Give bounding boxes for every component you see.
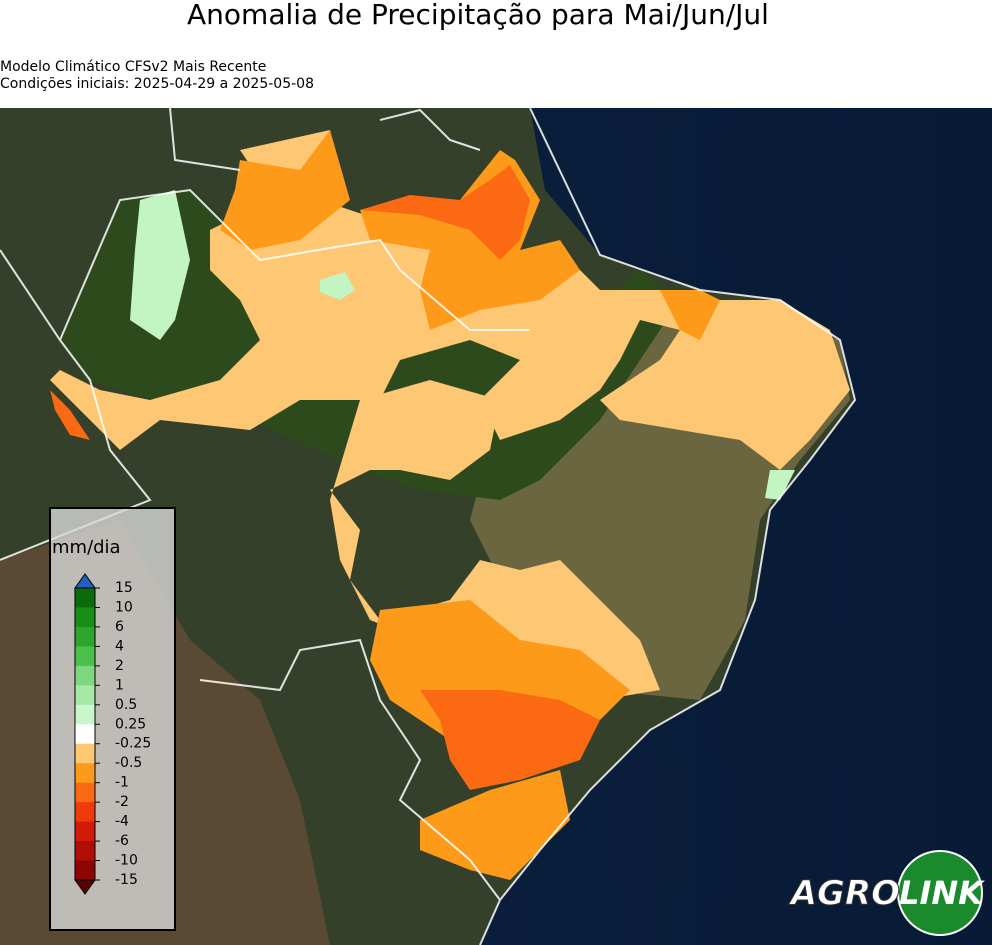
logo-circle <box>897 850 983 936</box>
colorbar-swatch <box>75 646 95 667</box>
colorbar-swatch <box>75 782 95 803</box>
colorbar-swatch <box>75 821 95 842</box>
colorbar-tick-label: -4 <box>115 814 129 830</box>
colorbar-swatch <box>75 685 95 706</box>
colorbar-swatch <box>75 704 95 725</box>
subtitle: Condições iniciais: 2025-04-29 a 2025-05… <box>0 76 314 92</box>
colorbar-swatch <box>75 607 95 628</box>
legend-title: mm/dia <box>52 537 121 558</box>
colorbar-swatch <box>75 626 95 647</box>
anomaly-red <box>50 390 90 440</box>
anomaly-green <box>130 190 190 340</box>
title: Anomalia de Precipitação para Mai/Jun/Ju… <box>187 0 769 31</box>
legend-box <box>49 507 176 931</box>
colorbar-swatch <box>75 665 95 686</box>
colorbar-swatch <box>75 743 95 764</box>
colorbar-swatch <box>75 802 95 823</box>
colorbar-tick-label: 4 <box>115 638 124 654</box>
colorbar-tick-label: -0.5 <box>115 755 142 771</box>
anomaly-orange <box>420 770 570 880</box>
anomaly-orange <box>220 130 350 250</box>
anomaly-green <box>765 470 795 500</box>
colorbar-tick-label: -15 <box>115 872 138 888</box>
colorbar-tick-label: -1 <box>115 775 129 791</box>
logo: AGRO LINK <box>787 850 985 936</box>
colorbar: mm/dia 15 10 6 4 2 1 0.5 0.25 -0.25 -0.5 -1 -2 -4 -6 -… <box>49 507 176 931</box>
colorbar-tick-label: -6 <box>115 833 129 849</box>
logo-text: AGRO <box>788 874 900 914</box>
subtitle: Modelo Climático CFSv2 Mais Recente <box>0 59 266 75</box>
colorbar-swatch <box>75 860 95 881</box>
colorbar-scale: 15 10 6 4 2 1 0.5 0.25 -0.25 -0.5 -1 -2 -4 -6 -10 -15 <box>74 573 151 895</box>
colorbar-swatch <box>75 724 95 745</box>
anomaly-red <box>360 165 530 260</box>
anomaly-light <box>50 190 850 470</box>
anomaly-red <box>420 690 600 790</box>
colorbar-swatch <box>75 763 95 784</box>
logo-text: LINK <box>899 874 985 912</box>
colorbar-tick-label: 0.5 <box>115 697 137 713</box>
anomaly-orange <box>660 290 720 340</box>
colorbar-tick-label: -10 <box>115 853 138 869</box>
colorbar-tick-label: 0.25 <box>115 716 146 732</box>
colorbar-tick-label: -2 <box>115 794 129 810</box>
colorbar-tick-label: -0.25 <box>115 736 151 752</box>
colorbar-outline <box>74 587 96 881</box>
colorbar-tick-label: 15 <box>115 580 133 596</box>
anomaly-green <box>320 272 355 300</box>
colorbar-tick-label: 6 <box>115 619 124 635</box>
colorbar-tick-label: 1 <box>115 677 124 693</box>
colorbar-tick-label: 10 <box>115 599 133 615</box>
colorbar-swatch <box>75 841 95 862</box>
colorbar-tick-label: 2 <box>115 658 124 674</box>
colorbar-swatch <box>75 588 95 608</box>
